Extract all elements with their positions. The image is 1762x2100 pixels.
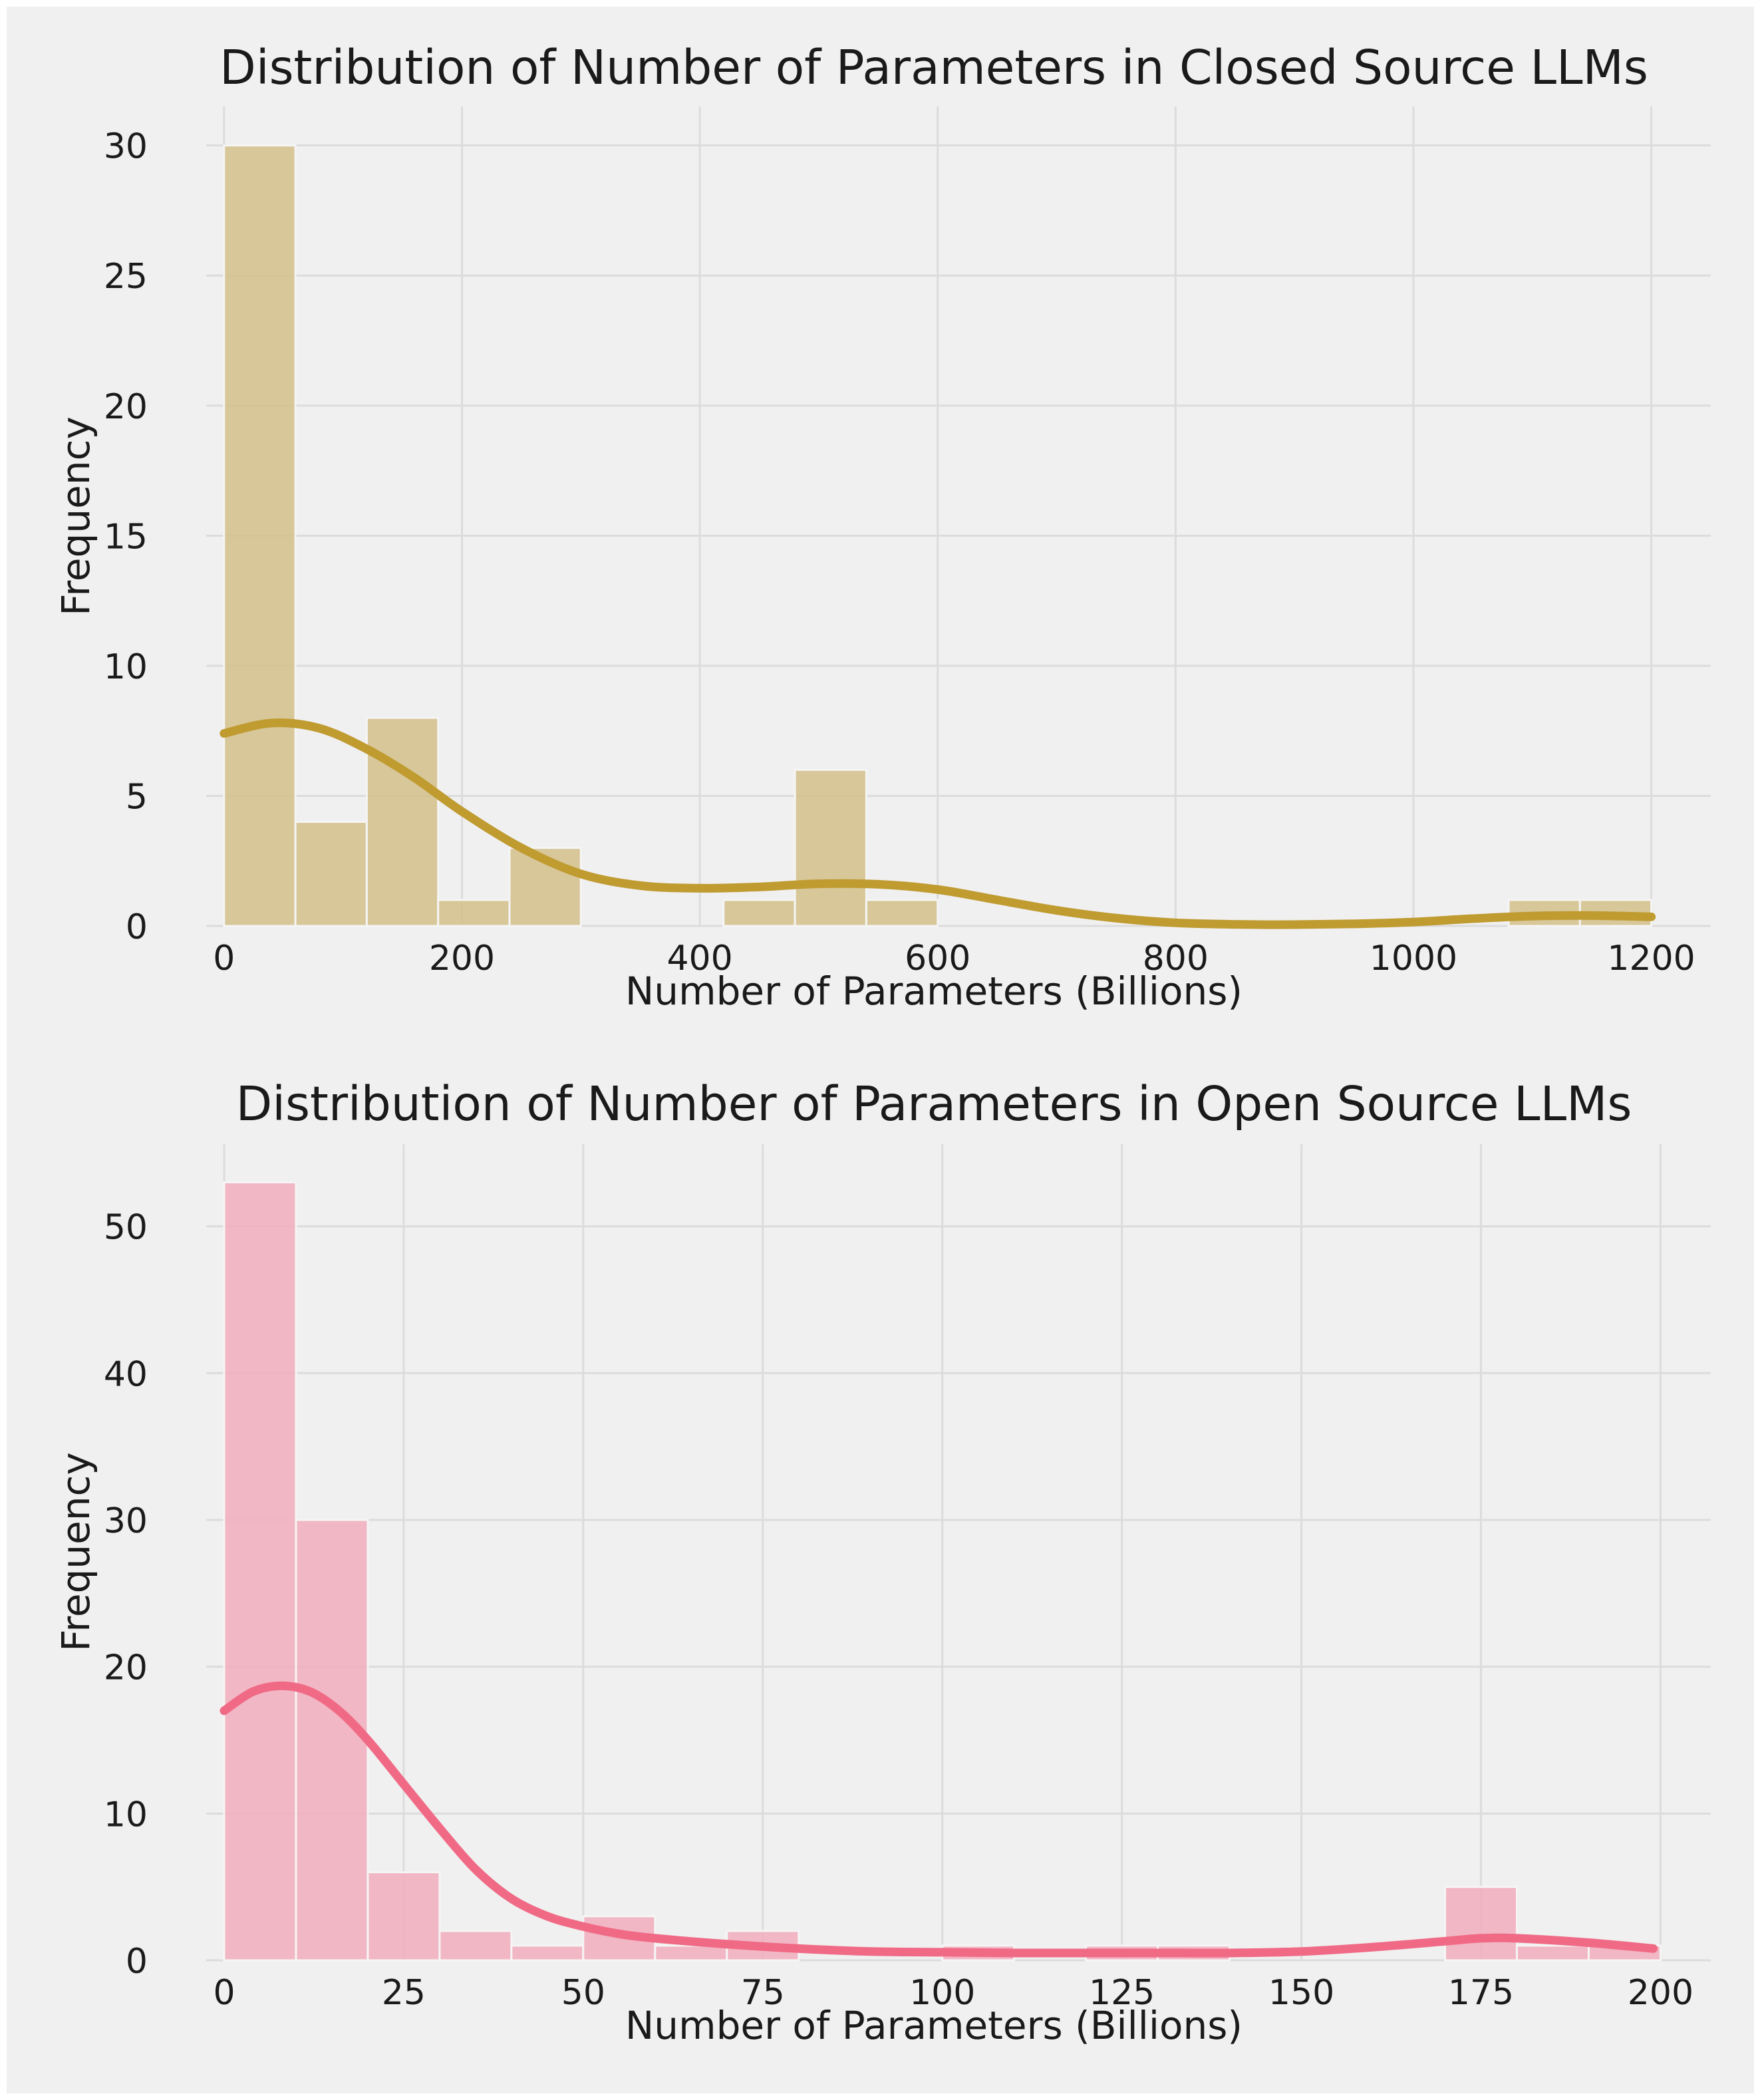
closed-x-ticks: 0 200 400 600 800 1000 1200 [213, 939, 1695, 978]
closed-x-tick-label: 400 [666, 939, 732, 978]
closed-bar [365, 716, 440, 927]
open-x-tick-label: 50 [561, 1973, 605, 2013]
closed-x-tick-label: 0 [213, 939, 235, 978]
closed-chart-title: Distribution of Number of Parameters in … [220, 40, 1648, 95]
closed-x-tick-label: 600 [905, 939, 970, 978]
open-y-tick-label: 10 [104, 1795, 148, 1835]
closed-y-tick-label: 15 [104, 517, 148, 557]
closed-x-tick-label: 1000 [1370, 939, 1457, 978]
open-bar [1515, 1944, 1590, 1962]
open-bar [654, 1944, 728, 1962]
open-bar [1444, 1886, 1518, 1962]
closed-y-tick-label: 30 [104, 127, 148, 167]
open-y-ticks: 0 10 20 30 40 50 [104, 1208, 148, 1982]
closed-source-histogram: 0 200 400 600 800 1000 1200 0 5 10 15 20 25 30 Distr… [53, 40, 1711, 1014]
open-x-tick-label: 75 [741, 1973, 785, 2013]
closed-y-axis-label: Frequency [53, 416, 98, 616]
open-y-tick-label: 20 [104, 1648, 148, 1688]
open-y-axis-label: Frequency [53, 1452, 98, 1652]
closed-kde-curve [220, 718, 1656, 929]
closed-bar [223, 144, 297, 927]
open-x-axis-label: Number of Parameters (Billions) [625, 2003, 1243, 2048]
closed-bar [722, 899, 796, 927]
open-bars [223, 1181, 1662, 1962]
open-x-tick-label: 200 [1628, 1973, 1693, 2013]
open-bar [510, 1944, 585, 1962]
open-x-tick-label: 100 [909, 1973, 975, 2013]
closed-bars [223, 144, 1653, 927]
open-bar [223, 1181, 297, 1962]
open-x-tick-label: 150 [1268, 1973, 1334, 2013]
open-x-tick-label: 125 [1089, 1973, 1155, 2013]
open-source-histogram: 0 25 50 75 100 125 150 175 200 0 10 20 30 40 50 Distr… [53, 1076, 1711, 2048]
closed-bar [865, 899, 939, 927]
open-x-tick-label: 0 [213, 1973, 235, 2013]
closed-y-tick-label: 5 [126, 777, 148, 817]
open-chart-title: Distribution of Number of Parameters in … [236, 1076, 1632, 1131]
closed-y-tick-label: 0 [126, 907, 148, 947]
closed-bar [294, 821, 368, 927]
closed-x-tick-label: 200 [429, 939, 495, 978]
closed-x-tick-label: 800 [1143, 939, 1209, 978]
open-bar [438, 1930, 513, 1962]
open-y-tick-label: 50 [104, 1208, 148, 1248]
closed-y-tick-label: 20 [104, 387, 148, 427]
closed-x-tick-label: 1200 [1607, 939, 1695, 978]
closed-x-axis-label: Number of Parameters (Billions) [625, 969, 1243, 1014]
open-x-ticks: 0 25 50 75 100 125 150 175 200 [213, 1973, 1693, 2013]
closed-y-tick-label: 25 [104, 257, 148, 297]
open-grid [206, 1144, 1711, 1962]
closed-bar [437, 899, 511, 927]
open-x-tick-label: 175 [1448, 1973, 1514, 2013]
open-kde-curve [220, 1681, 1658, 1958]
open-y-tick-label: 40 [104, 1354, 148, 1394]
open-bar [295, 1519, 369, 1962]
open-bar [367, 1871, 441, 1962]
closed-y-ticks: 0 5 10 15 20 25 30 [104, 127, 148, 947]
closed-y-tick-label: 10 [104, 647, 148, 687]
open-x-tick-label: 25 [382, 1973, 426, 2013]
closed-bar [794, 768, 867, 927]
open-y-tick-label: 0 [126, 1942, 148, 1982]
open-y-tick-label: 30 [104, 1501, 148, 1541]
